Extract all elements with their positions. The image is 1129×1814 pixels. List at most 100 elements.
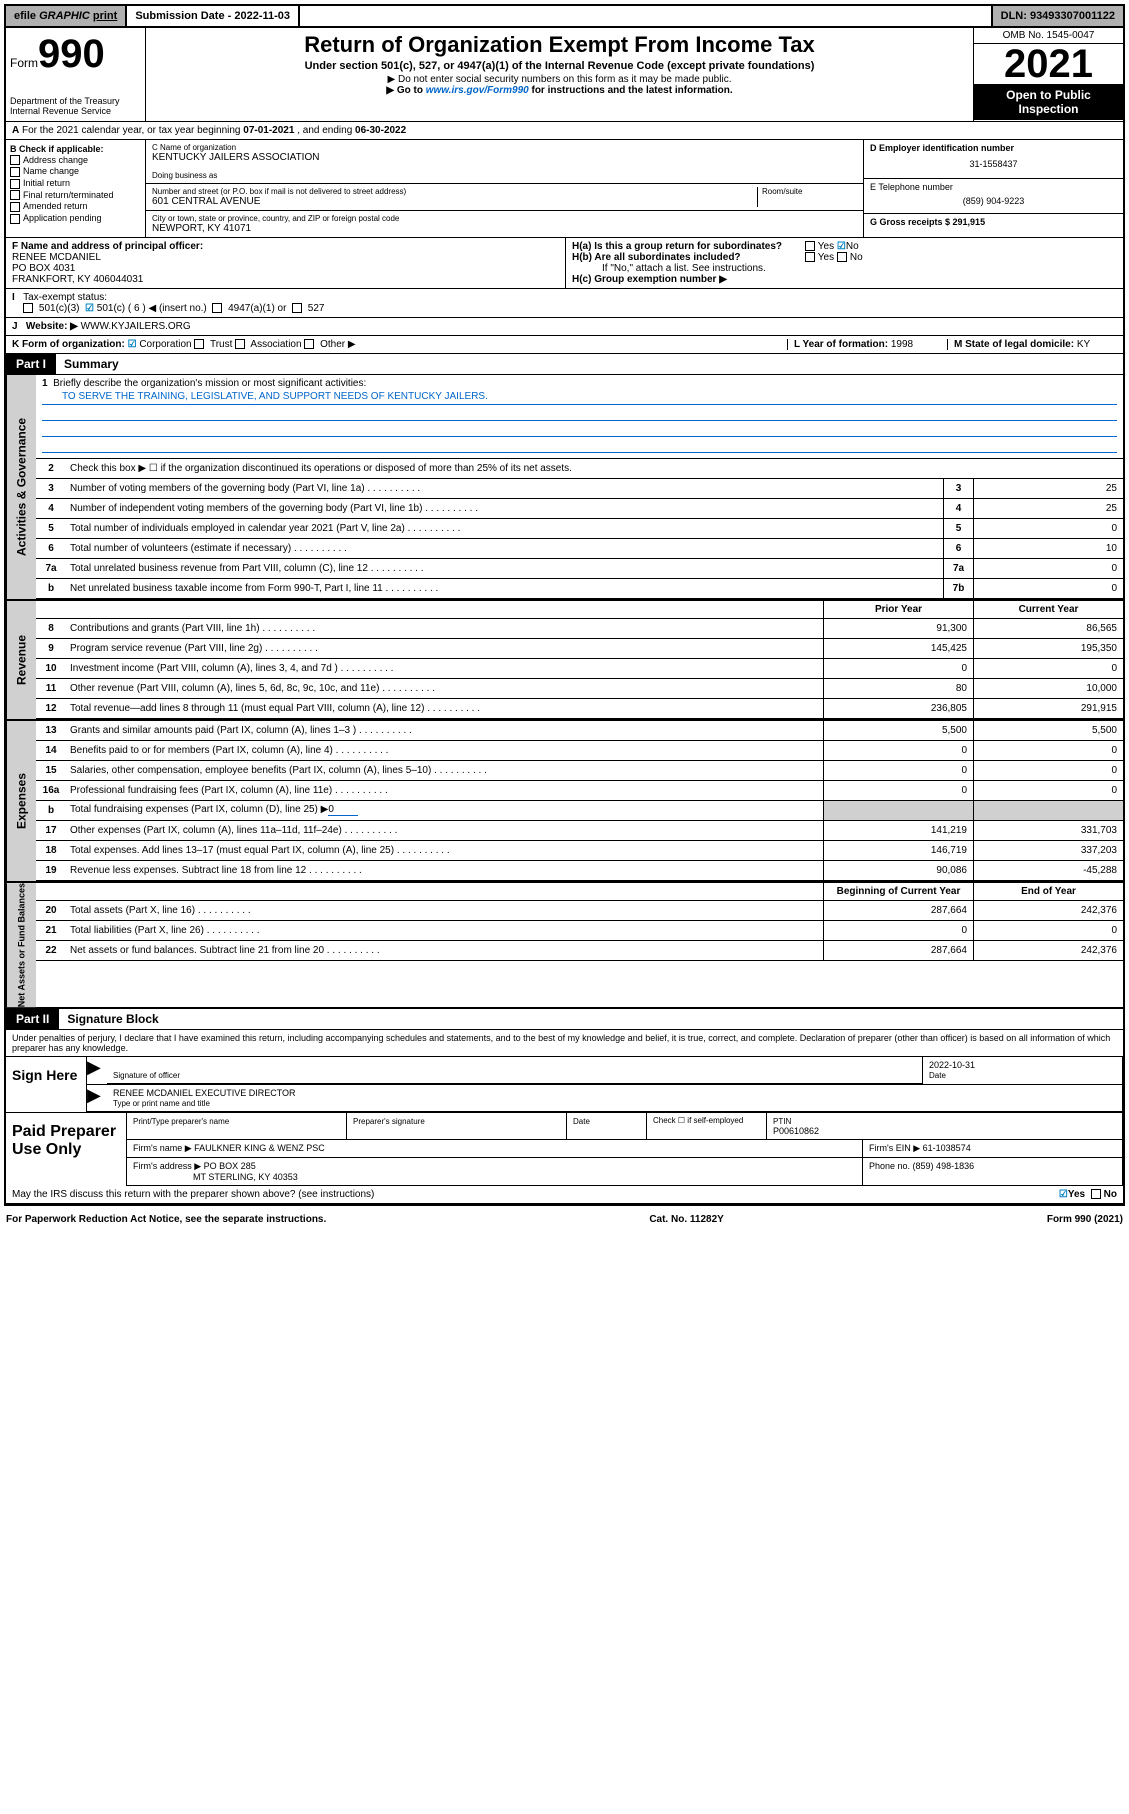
date-label: Date (929, 1071, 946, 1080)
line-label: Total expenses. Add lines 13–17 (must eq… (66, 843, 823, 858)
street-address: 601 CENTRAL AVENUE (152, 196, 757, 207)
line-num: 21 (36, 925, 66, 936)
line-label: Total revenue—add lines 8 through 11 (mu… (66, 701, 823, 716)
subdate-label: Submission Date - (135, 10, 234, 22)
paid-date-label: Date (573, 1117, 590, 1126)
chk-4947[interactable] (212, 303, 222, 313)
line-num: 14 (36, 745, 66, 756)
table-row: 12 Total revenue—add lines 8 through 11 … (36, 699, 1123, 719)
line-num: 7a (36, 563, 66, 574)
m-val: KY (1077, 339, 1090, 350)
c-column: C Name of organization KENTUCKY JAILERS … (146, 140, 863, 237)
line16b-num: b (36, 805, 66, 816)
print-link[interactable]: print (93, 10, 117, 22)
c-name-row: C Name of organization KENTUCKY JAILERS … (146, 140, 863, 184)
row-j: J Website: ▶ WWW.KYJAILERS.ORG (6, 318, 1123, 336)
hb-label: H(b) Are all subordinates included? (572, 252, 802, 263)
firm-name-label: Firm's name ▶ (133, 1143, 192, 1153)
table-row: 19 Revenue less expenses. Subtract line … (36, 861, 1123, 881)
table-row: 10 Investment income (Part VIII, column … (36, 659, 1123, 679)
c-addr-row: Number and street (or P.O. box if mail i… (146, 184, 863, 211)
sidebar-expenses: Expenses (6, 721, 36, 881)
firm-addr2: MT STERLING, KY 40353 (193, 1172, 298, 1182)
chk-address[interactable]: Address change (10, 155, 141, 166)
part1-title: Summary (56, 354, 127, 374)
discuss-no[interactable] (1091, 1189, 1101, 1199)
e-phone-row: E Telephone number (859) 904-9223 (864, 179, 1123, 214)
line-label: Professional fundraising fees (Part IX, … (66, 783, 823, 798)
chk-initial[interactable]: Initial return (10, 178, 141, 189)
irs-label: Internal Revenue Service (10, 107, 141, 117)
prior-value: 141,219 (823, 821, 973, 840)
gov-content: 1 Briefly describe the organization's mi… (36, 375, 1123, 599)
line-label: Net assets or fund balances. Subtract li… (66, 943, 823, 958)
discuss-yes: Yes (1068, 1189, 1085, 1200)
chk-501c3[interactable] (23, 303, 33, 313)
prior-value: 80 (823, 679, 973, 698)
line-value: 10 (973, 539, 1123, 558)
chk-amended[interactable]: Amended return (10, 201, 141, 212)
gov-line: 3 Number of voting members of the govern… (36, 479, 1123, 499)
table-row: 21 Total liabilities (Part X, line 26) 0… (36, 921, 1123, 941)
website-url[interactable]: WWW.KYJAILERS.ORG (81, 321, 191, 332)
line-box: 6 (943, 539, 973, 558)
form-number-box: Form990 Department of the Treasury Inter… (6, 28, 146, 121)
line-label: Contributions and grants (Part VIII, lin… (66, 621, 823, 636)
d-ein-row: D Employer identification number 31-1558… (864, 140, 1123, 179)
hdr-eoy: End of Year (973, 883, 1123, 900)
table-row: 11 Other revenue (Part VIII, column (A),… (36, 679, 1123, 699)
sig-officer-label: Signature of officer (113, 1071, 180, 1080)
k-label: K Form of organization: (12, 339, 125, 350)
gov-line: 7a Total unrelated business revenue from… (36, 559, 1123, 579)
may-discuss-label: May the IRS discuss this return with the… (12, 1189, 1059, 1200)
officer-addr1: PO BOX 4031 (12, 263, 75, 274)
info-grid: B Check if applicable: Address change Na… (6, 140, 1123, 238)
line-label: Benefits paid to or for members (Part IX… (66, 743, 823, 758)
irs-link[interactable]: www.irs.gov/Form990 (426, 85, 529, 96)
4947: 4947(a)(1) or (228, 303, 286, 314)
line-label: Net unrelated business taxable income fr… (66, 581, 943, 596)
l-year: L Year of formation: 1998 (787, 339, 947, 350)
chk-assoc[interactable] (235, 339, 245, 349)
phone-value: (859) 904-9223 (870, 192, 1117, 210)
chk-527[interactable] (292, 303, 302, 313)
chk-name[interactable]: Name change (10, 166, 141, 177)
subdate-value: 2022-11-03 (234, 10, 290, 22)
line-box: 7a (943, 559, 973, 578)
hb-no[interactable] (837, 252, 847, 262)
current-value: 242,376 (973, 901, 1123, 920)
current-value: 10,000 (973, 679, 1123, 698)
line-label: Total liabilities (Part X, line 26) (66, 923, 823, 938)
efile-label: efile GRAPHIC print (6, 6, 127, 26)
chk-pending[interactable]: Application pending (10, 213, 141, 224)
title-box: Return of Organization Exempt From Incom… (146, 28, 973, 121)
part1-num: Part I (6, 354, 56, 374)
tax-year-end: 06-30-2022 (355, 125, 406, 136)
line-num: 8 (36, 623, 66, 634)
d-column: D Employer identification number 31-1558… (863, 140, 1123, 237)
hb-yes[interactable] (805, 252, 815, 262)
line-box: 3 (943, 479, 973, 498)
ha-label: H(a) Is this a group return for subordin… (572, 241, 802, 252)
line-num: 19 (36, 865, 66, 876)
rev-section: Revenue Prior Year Current Year 8 Contri… (6, 601, 1123, 721)
chk-other[interactable] (304, 339, 314, 349)
assoc: Association (250, 339, 301, 350)
line-num: 18 (36, 845, 66, 856)
hdr-curr: Current Year (973, 601, 1123, 618)
self-employed-check[interactable]: Check ☐ if self-employed (647, 1113, 767, 1139)
form-ref: Form 990 (2021) (1047, 1214, 1123, 1225)
sidebar-governance: Activities & Governance (6, 375, 36, 599)
k-form-org: K Form of organization: ☑ Corporation Tr… (12, 339, 787, 350)
sig-arrow2-icon: ▶ (87, 1085, 107, 1111)
chk-trust[interactable] (194, 339, 204, 349)
yes2: Yes (818, 252, 834, 263)
table-row: 14 Benefits paid to or for members (Part… (36, 741, 1123, 761)
gov-line: 5 Total number of individuals employed i… (36, 519, 1123, 539)
line-num: 15 (36, 765, 66, 776)
ha-yes[interactable] (805, 241, 815, 251)
chk-final[interactable]: Final return/terminated (10, 190, 141, 201)
form-990-number: 990 (38, 32, 105, 76)
table-row: 20 Total assets (Part X, line 16) 287,66… (36, 901, 1123, 921)
table-row: 16a Professional fundraising fees (Part … (36, 781, 1123, 801)
